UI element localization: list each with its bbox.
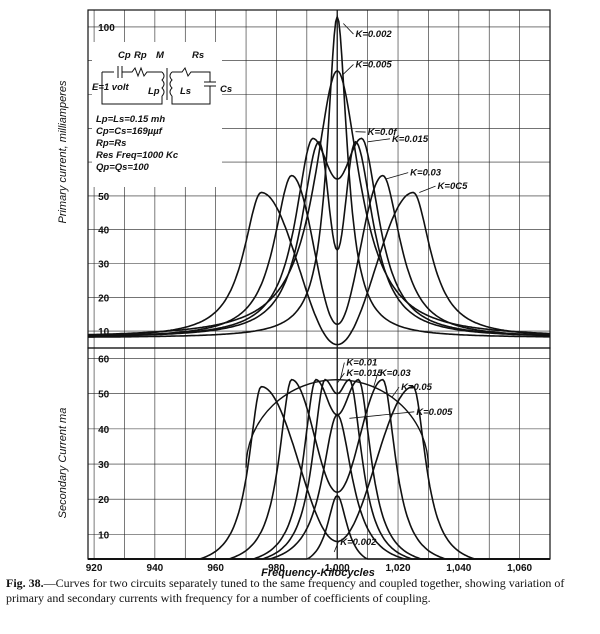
inset-annotation: Ls bbox=[180, 86, 191, 97]
curve-k-0-05 bbox=[88, 385, 550, 560]
inset-backdrop bbox=[92, 42, 222, 187]
y-tick-label: 40 bbox=[98, 226, 110, 237]
k-label-leader bbox=[385, 172, 409, 180]
x-axis-label: Frequency-Kilocycles bbox=[261, 567, 375, 579]
primary-loop bbox=[101, 71, 165, 105]
y-tick-label: 60 bbox=[98, 355, 110, 366]
inset-annotation: M bbox=[156, 50, 165, 61]
curve-k-0-005 bbox=[88, 413, 550, 560]
k-label: K=0.03 bbox=[380, 368, 412, 379]
inset-annotation: Cs bbox=[220, 84, 232, 95]
x-tick-label: 1,060 bbox=[507, 563, 532, 574]
k-label: K=0.002 bbox=[340, 537, 377, 548]
k-label-leader bbox=[343, 23, 354, 35]
x-tick-label: 920 bbox=[86, 563, 103, 574]
k-label: K=0.01 bbox=[346, 358, 377, 369]
y-tick-label: 20 bbox=[98, 495, 110, 506]
x-tick-label: 1,020 bbox=[386, 563, 411, 574]
curve-k-0-002 bbox=[88, 14, 550, 338]
primary-circuit-lines bbox=[102, 66, 162, 78]
caption-text: —Curves for two circuits separately tune… bbox=[6, 576, 565, 605]
inset-annotation: Res Freq=1000 Kc bbox=[96, 150, 179, 161]
k-label-leader bbox=[333, 541, 339, 553]
y-tick-label: 50 bbox=[98, 192, 110, 203]
k-label: K=0.0f bbox=[368, 127, 398, 138]
k-label: K=0.005 bbox=[355, 59, 392, 70]
primary-current-panel: 102030405060708090100K=0.002K=0.005K=0.0… bbox=[87, 9, 551, 349]
curve-k-0-03 bbox=[88, 174, 551, 337]
x-tick-label: 940 bbox=[147, 563, 164, 574]
secondary-loop bbox=[169, 66, 216, 105]
inset-annotation: Rs bbox=[192, 50, 204, 61]
inset-annotation: Lp=Ls=0.15 mh bbox=[96, 114, 165, 125]
y-tick-label: 100 bbox=[98, 23, 115, 34]
inset-annotation: Rp bbox=[134, 50, 147, 61]
reference-arc bbox=[245, 379, 430, 468]
inset-annotation: Rp=Rs bbox=[96, 138, 126, 149]
y-tick-label: 10 bbox=[98, 327, 110, 338]
secondary-current-panel: 10 20 30 40 50 60 920 940 960 980 1,000 1,020 1,040 1… bbox=[86, 347, 551, 574]
inset-annotation: Lp bbox=[148, 86, 160, 97]
y-tick-label: 40 bbox=[98, 425, 110, 436]
inset-annotation: Cp bbox=[118, 50, 131, 61]
k-label: K=0C5 bbox=[438, 181, 469, 192]
k-label: K=0.05 bbox=[401, 382, 433, 393]
k-label-leader bbox=[336, 372, 345, 384]
k-label-leader bbox=[419, 185, 436, 193]
curve-k-0-01 bbox=[88, 378, 550, 560]
x-tick-label: 960 bbox=[207, 563, 224, 574]
k-label: K=0.015 bbox=[346, 368, 383, 379]
k-label-leader bbox=[343, 64, 354, 75]
secondary-y-axis-label: Secondary Current ma bbox=[57, 408, 69, 519]
primary-y-axis-label: Primary current, milliamperes bbox=[57, 80, 69, 224]
y-tick-label: 30 bbox=[98, 260, 110, 271]
k-label-leader bbox=[339, 362, 345, 380]
k-label: K=0.002 bbox=[355, 29, 392, 40]
inset-annotation: E=1 volt bbox=[92, 82, 130, 93]
curve-k-0-05 bbox=[88, 191, 550, 346]
inset-annotation: Cp=Cs=169µµf bbox=[96, 126, 163, 137]
y-tick-label: 50 bbox=[98, 390, 110, 401]
k-label: K=0.005 bbox=[416, 407, 453, 418]
plot-frame bbox=[87, 347, 551, 560]
caption-figure-number: Fig. 38. bbox=[6, 576, 44, 590]
k-label-leader bbox=[373, 373, 379, 387]
x-tick-label: 980 bbox=[268, 563, 285, 574]
k-label: K=0.015 bbox=[392, 134, 429, 145]
x-tick-label: 1,000 bbox=[325, 563, 350, 574]
x-tick-label: 1,040 bbox=[446, 563, 471, 574]
k-label-leader bbox=[349, 411, 415, 419]
figure-caption: Fig. 38.—Curves for two circuits separat… bbox=[6, 576, 594, 606]
y-tick-label: 20 bbox=[98, 293, 110, 304]
k-label-leader bbox=[391, 386, 400, 398]
k-label-leader bbox=[367, 138, 391, 143]
y-tick-label: 10 bbox=[98, 530, 110, 541]
inset-annotation: Qp=Qs=100 bbox=[96, 162, 150, 173]
circuit-inset: Cp Rp M Rs E=1 volt Lp Ls Cs Lp=Ls=0.15 mhCp=Cs=… bbox=[92, 42, 232, 187]
k-label: K=0.03 bbox=[410, 168, 442, 179]
y-tick-label: 30 bbox=[98, 460, 110, 471]
curve-k-0-002 bbox=[88, 494, 550, 560]
